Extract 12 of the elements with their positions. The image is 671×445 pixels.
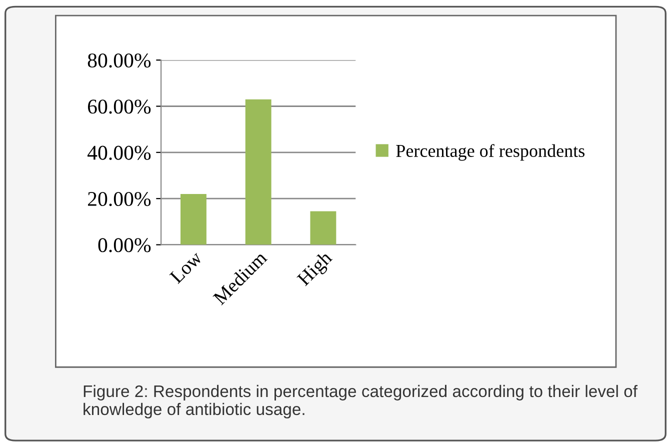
legend-label: Percentage of respondents xyxy=(396,144,584,161)
y-tick-label: 0.00% xyxy=(98,238,151,252)
bar xyxy=(180,194,206,245)
y-tick-label: 60.00% xyxy=(88,100,151,114)
x-tick-label: Low xyxy=(169,250,204,284)
x-tick-label: High xyxy=(296,250,336,290)
bar xyxy=(245,99,272,245)
caption: Figure 2: Respondents in percentage categorized according to their level of knowledge of antibiotic usage. xyxy=(84,384,638,418)
y-tick-label: 80.00% xyxy=(88,53,151,68)
bar xyxy=(310,211,336,245)
y-tick-label: 40.00% xyxy=(87,146,151,160)
y-tick-label: 20.00% xyxy=(88,192,151,206)
